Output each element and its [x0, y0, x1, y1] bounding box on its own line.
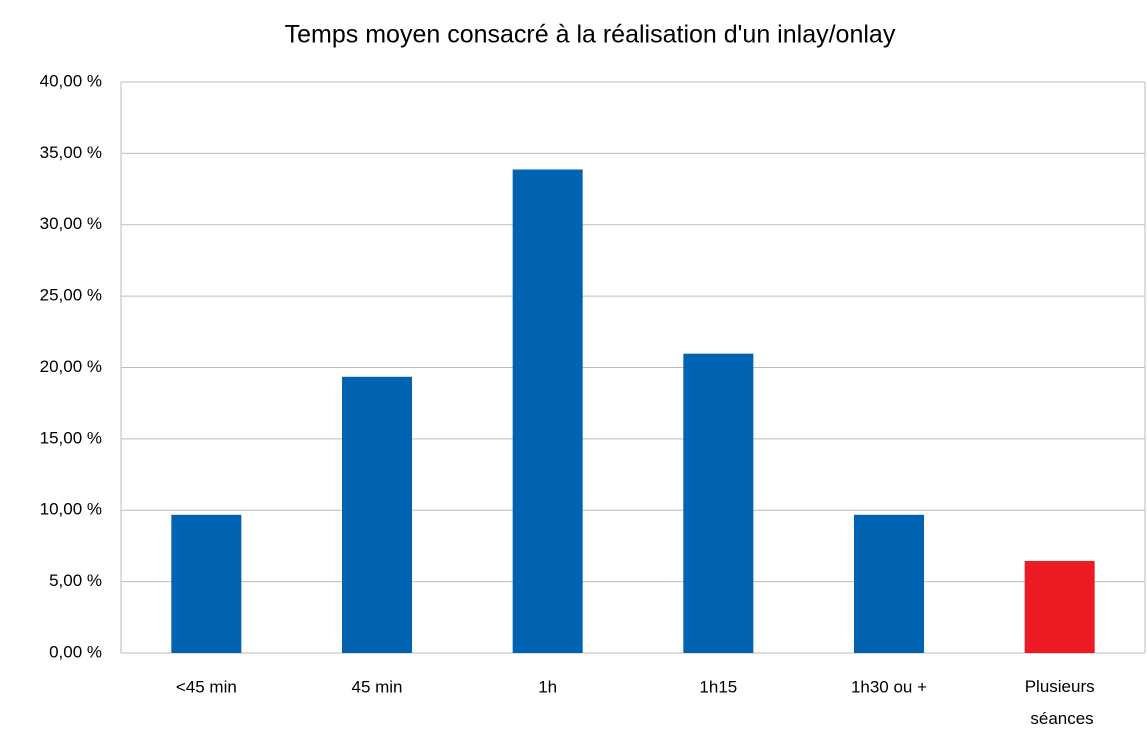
y-tick-label: 40,00 %: [40, 71, 102, 90]
x-tick-label: Plusieurs séances: [1025, 677, 1095, 728]
bar: [342, 376, 412, 653]
x-tick-label: 45 min: [351, 677, 402, 696]
y-tick-label: 10,00 %: [40, 500, 102, 519]
bar: [171, 514, 242, 653]
y-tick-label: 5,00 %: [49, 571, 102, 590]
y-tick-label: 20,00 %: [40, 357, 102, 376]
bar: [683, 353, 754, 653]
y-tick-label: 0,00 %: [49, 642, 102, 661]
y-tick-label: 25,00 %: [40, 286, 102, 305]
bar: [1024, 560, 1095, 653]
y-tick-label: 30,00 %: [40, 214, 102, 233]
x-tick-label: 1h15: [699, 677, 737, 696]
x-tick-label: 1h30 ou +: [851, 677, 927, 696]
y-tick-label: 35,00 %: [40, 143, 102, 162]
bar: [512, 169, 583, 654]
x-tick-label: <45 min: [176, 677, 237, 696]
y-tick-label: 15,00 %: [40, 428, 102, 447]
bar: [854, 514, 924, 653]
chart-title: Temps moyen consacré à la réalisation d'…: [285, 21, 896, 49]
x-tick-label: 1h: [538, 677, 557, 696]
